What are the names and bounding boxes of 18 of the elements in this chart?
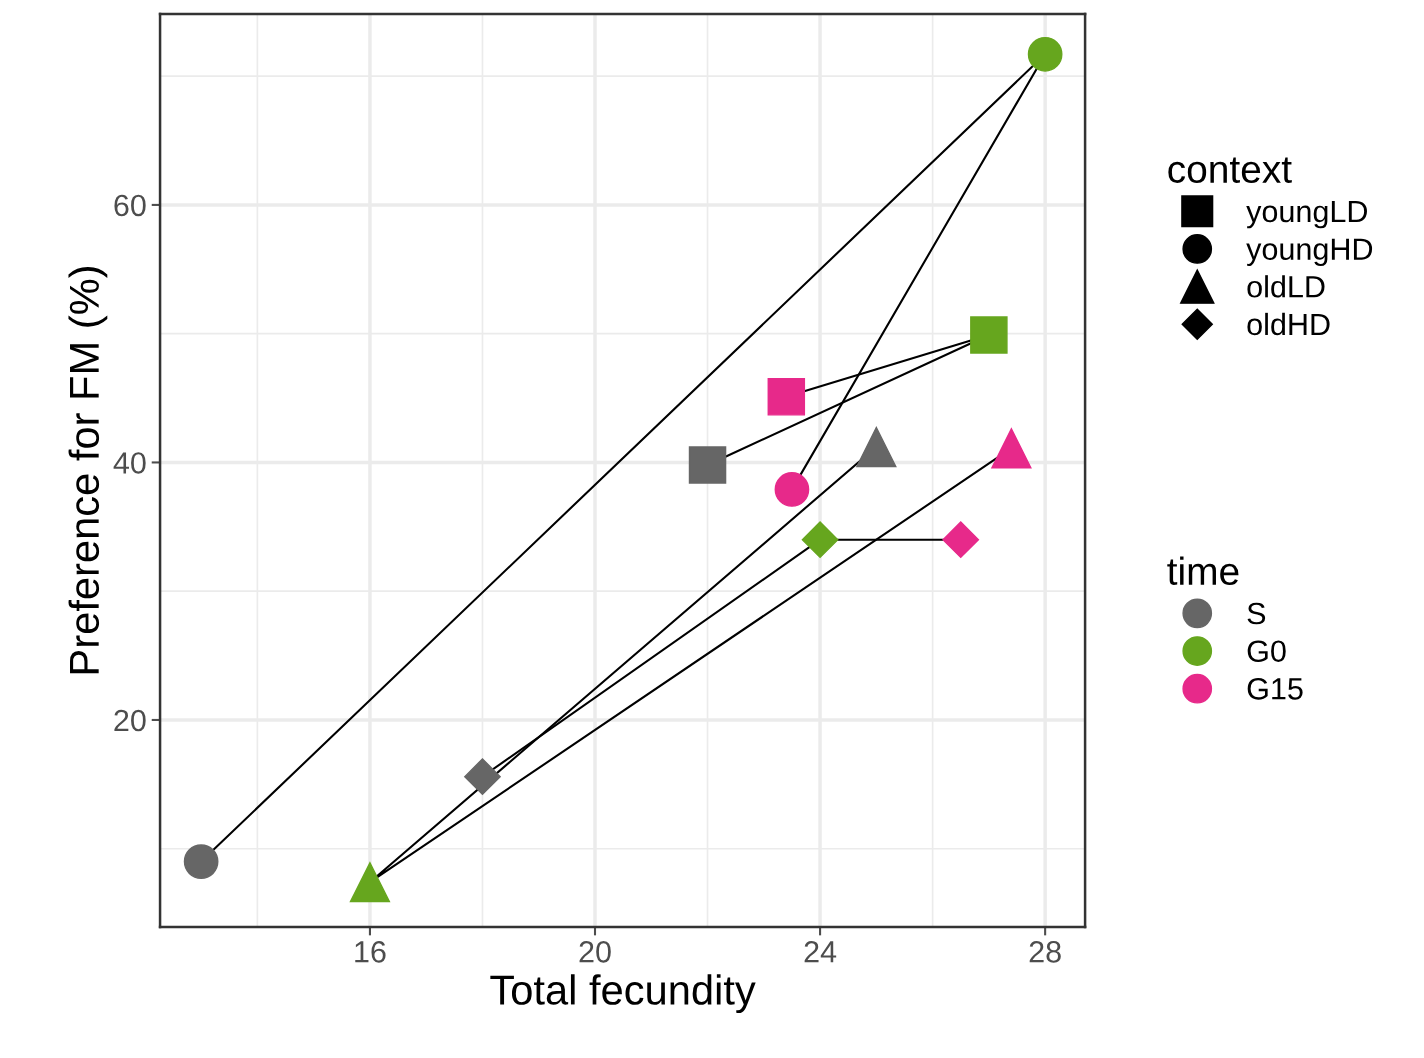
x-tick-label: 28 bbox=[1029, 941, 1061, 963]
text: context bbox=[1168, 157, 1292, 184]
legend-label: oldHD bbox=[1247, 312, 1330, 336]
legend-label: S bbox=[1247, 602, 1266, 625]
x-tick-label: 20 bbox=[579, 941, 611, 963]
x-axis-title: Total fecundity bbox=[490, 974, 756, 1014]
legend-label: youngHD bbox=[1246, 238, 1373, 267]
x-tick-label: 24 bbox=[804, 941, 837, 963]
y-tick-label: 40 bbox=[113, 452, 146, 474]
legend-label: oldLD bbox=[1247, 275, 1325, 298]
legend-label: youngLD bbox=[1246, 201, 1367, 229]
legend-label: G0 bbox=[1247, 640, 1286, 663]
text: time bbox=[1167, 556, 1239, 586]
y-axis-title: Preference for FM (%) bbox=[68, 267, 108, 674]
x-tick-label: 16 bbox=[355, 941, 386, 963]
y-tick-label: 60 bbox=[114, 194, 146, 217]
legend-label: G15 bbox=[1247, 678, 1303, 700]
y-tick-label: 20 bbox=[114, 709, 146, 732]
